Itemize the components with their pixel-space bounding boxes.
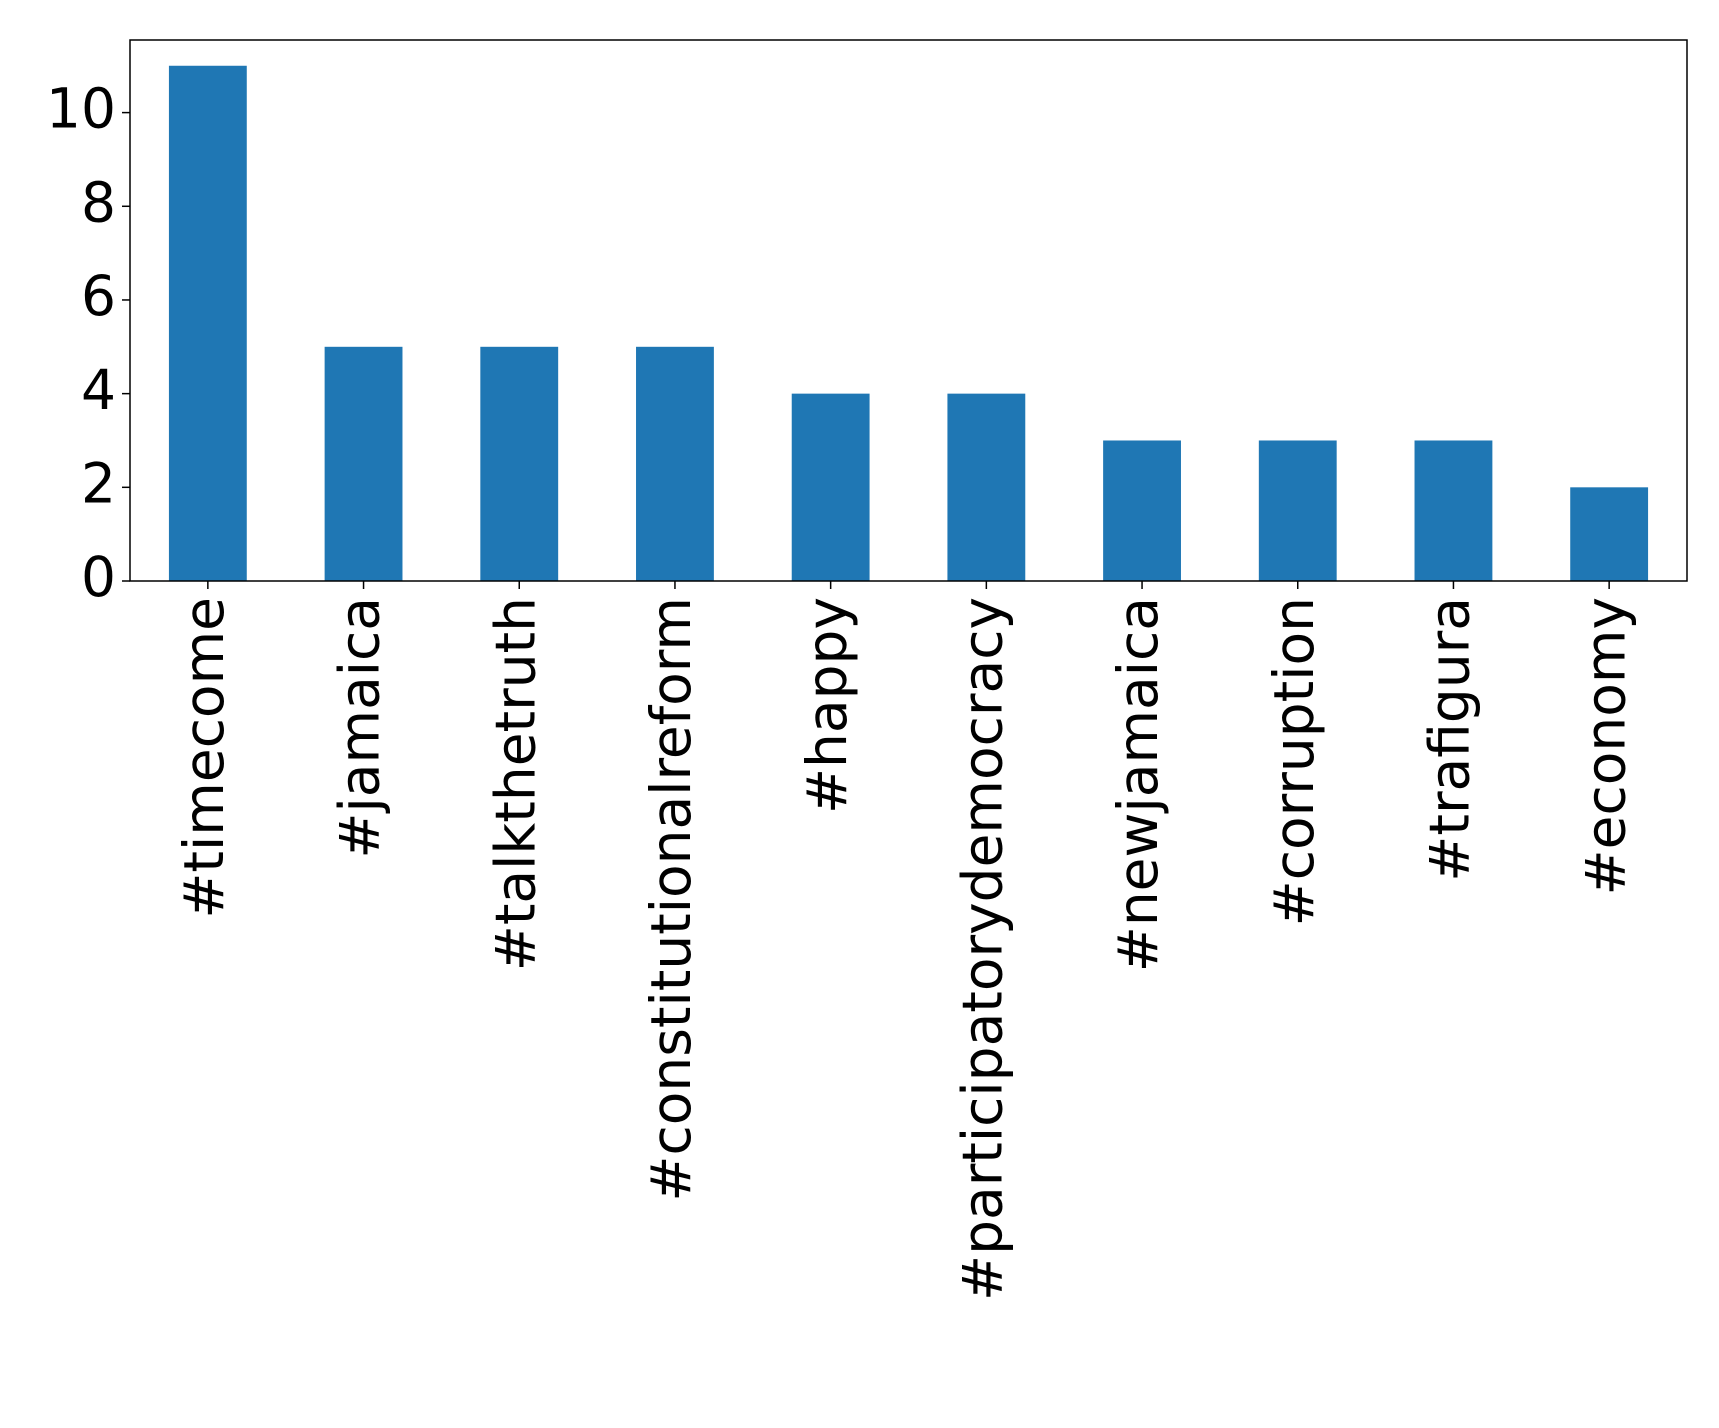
bar xyxy=(791,393,870,581)
bar xyxy=(947,393,1026,581)
x-tick-label: #economy xyxy=(1573,597,1637,895)
bar xyxy=(324,346,403,581)
x-tick-label: #trafigura xyxy=(1418,597,1482,882)
y-tick-label: 8 xyxy=(81,170,116,234)
bar xyxy=(1258,440,1337,581)
x-tick-label: #happy xyxy=(795,597,859,814)
bar xyxy=(480,346,559,581)
x-tick-label: #constitutionalreform xyxy=(639,597,703,1202)
bar xyxy=(636,346,714,581)
y-tick-label: 6 xyxy=(81,264,116,328)
x-tick-label: #newjamaica xyxy=(1106,597,1170,972)
y-tick-label: 10 xyxy=(46,77,116,141)
x-tick-label: #corruption xyxy=(1262,597,1326,926)
bar xyxy=(168,65,247,581)
bar xyxy=(1414,440,1493,581)
y-tick-label: 0 xyxy=(81,545,116,609)
x-tick-label: #participatorydemocracy xyxy=(950,597,1014,1301)
y-tick-label: 4 xyxy=(81,358,116,422)
bar xyxy=(1570,487,1649,581)
y-tick-label: 2 xyxy=(81,451,116,515)
x-tick-label: #jamaica xyxy=(328,597,392,859)
bar xyxy=(1103,440,1181,581)
plot-frame xyxy=(129,39,1688,582)
x-tick-label: #talkthetruth xyxy=(483,597,547,971)
x-tick-label: #timecome xyxy=(172,597,236,919)
